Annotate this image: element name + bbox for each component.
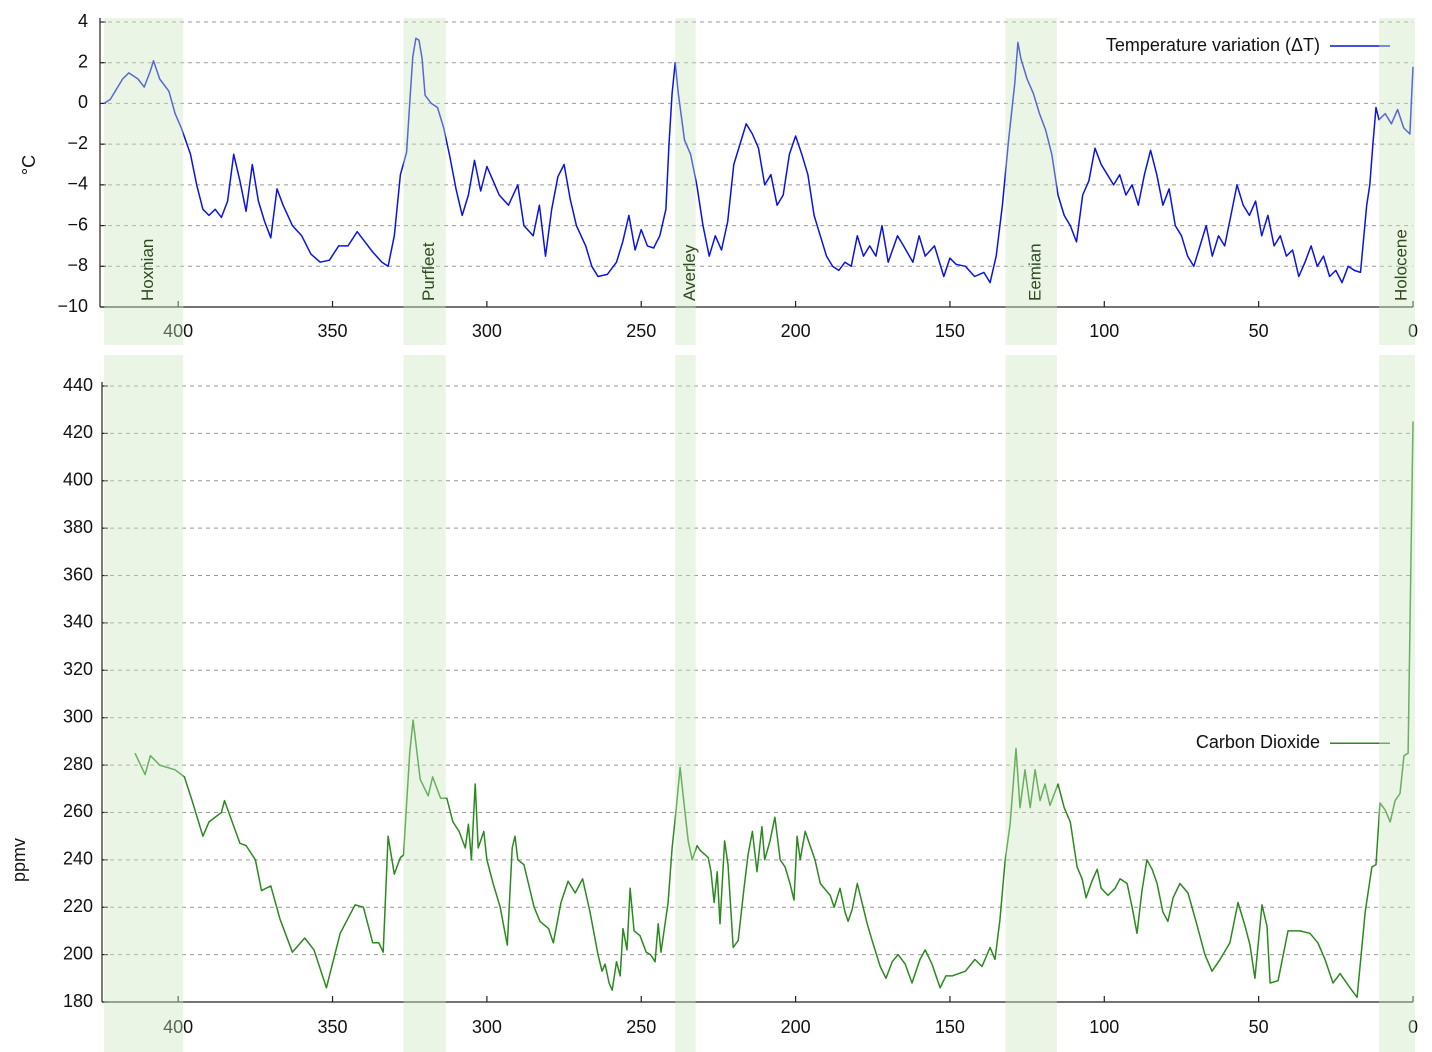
x-tick-label: 300 (472, 321, 502, 341)
y-axis-label: ppmv (9, 838, 29, 882)
y-tick-label: 0 (78, 92, 88, 112)
x-tick-label: 200 (781, 321, 811, 341)
y-tick-label: 320 (63, 659, 93, 679)
y-tick-label: 4 (78, 11, 88, 31)
y-tick-label: 300 (63, 706, 93, 726)
y-tick-label: −6 (67, 214, 88, 234)
y-tick-label: −4 (67, 174, 88, 194)
x-tick-label: 50 (1249, 1017, 1269, 1037)
x-tick-label: 250 (626, 321, 656, 341)
x-tick-label: 0 (1408, 1017, 1418, 1037)
x-tick-label: 50 (1249, 321, 1269, 341)
y-axis-label: °C (19, 155, 39, 175)
y-tick-label: 260 (63, 801, 93, 821)
y-tick-label: 240 (63, 849, 93, 869)
y-tick-label: −2 (67, 133, 88, 153)
x-tick-label: 250 (626, 1017, 656, 1037)
data-line (134, 421, 1414, 999)
x-tick-label: 300 (472, 1017, 502, 1037)
y-tick-label: 2 (78, 51, 88, 71)
legend-label: Carbon Dioxide (1196, 732, 1320, 752)
y-tick-label: 340 (63, 612, 93, 632)
x-tick-label: 350 (318, 321, 348, 341)
band-label: Holocene (1392, 229, 1411, 301)
x-tick-label: 200 (781, 1017, 811, 1037)
y-tick-label: 380 (63, 517, 93, 537)
y-tick-label: 180 (63, 991, 93, 1011)
band (1379, 355, 1415, 1052)
y-tick-label: 400 (63, 470, 93, 490)
band (403, 355, 446, 1052)
band (104, 355, 184, 1052)
x-tick-label: 150 (935, 1017, 965, 1037)
data-line (103, 37, 1414, 284)
x-tick-label: 100 (1089, 1017, 1119, 1037)
band (104, 18, 184, 345)
x-tick-label: 150 (935, 321, 965, 341)
y-tick-label: 200 (63, 943, 93, 963)
y-tick-label: −8 (67, 255, 88, 275)
band-label: Eemian (1026, 243, 1045, 301)
y-tick-label: 420 (63, 422, 93, 442)
band (1379, 18, 1415, 345)
band-label: Hoxnian (138, 239, 157, 301)
x-tick-label: 350 (318, 1017, 348, 1037)
band (675, 355, 696, 1052)
band (675, 18, 696, 345)
band (1005, 355, 1057, 1052)
y-tick-label: 440 (63, 375, 93, 395)
y-tick-label: 280 (63, 754, 93, 774)
band-label: Purfleet (419, 242, 438, 301)
x-tick-label: 400 (163, 321, 193, 341)
y-tick-label: 360 (63, 564, 93, 584)
legend-label: Temperature variation (ΔT) (1106, 35, 1320, 55)
x-tick-label: 0 (1408, 321, 1418, 341)
y-tick-label: −10 (57, 296, 88, 316)
band (1005, 18, 1057, 345)
x-tick-label: 100 (1089, 321, 1119, 341)
x-tick-label: 400 (163, 1017, 193, 1037)
y-tick-label: 220 (63, 896, 93, 916)
band-label: Averley (680, 244, 699, 301)
band (403, 18, 446, 345)
